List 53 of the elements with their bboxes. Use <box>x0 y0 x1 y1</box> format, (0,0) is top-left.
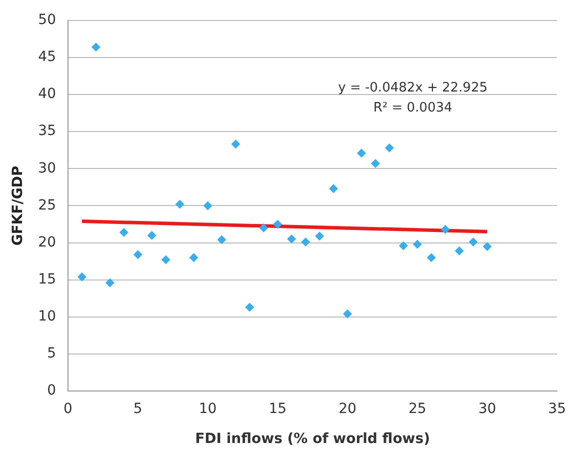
point <box>315 232 324 241</box>
y-tick-label: 15 <box>38 271 56 288</box>
point <box>91 42 100 52</box>
point <box>259 223 268 232</box>
y-tick-label: 25 <box>38 197 56 214</box>
y-tick-label: 40 <box>38 86 56 102</box>
point <box>273 220 282 229</box>
point <box>105 278 114 288</box>
x-tick-label: 30 <box>478 401 496 418</box>
point <box>287 234 296 244</box>
annotation: R² = 0.0034 <box>373 100 452 116</box>
point <box>440 224 450 234</box>
y-tick-label: 50 <box>38 12 56 28</box>
x-tick-label: 35 <box>548 401 566 418</box>
point <box>245 302 254 312</box>
point <box>147 230 156 240</box>
x-tick-label: 0 <box>64 401 72 418</box>
point <box>482 242 492 251</box>
point <box>301 238 310 247</box>
y-tick-label: 0 <box>47 382 56 399</box>
point <box>370 158 380 168</box>
x-tick-label: 20 <box>338 401 356 418</box>
x-tick-label: 25 <box>408 401 426 418</box>
point <box>329 184 338 194</box>
y-tick-label: 30 <box>38 160 56 176</box>
point <box>77 272 86 282</box>
point <box>454 246 464 256</box>
point <box>175 200 184 209</box>
y-tick-label: 35 <box>38 123 56 140</box>
point <box>231 140 240 149</box>
y-tick-label: 20 <box>38 234 56 250</box>
point <box>133 250 142 260</box>
point <box>203 201 212 210</box>
x-tick-label: 5 <box>133 401 142 418</box>
x-tick-label: 10 <box>198 401 217 418</box>
point <box>426 253 436 262</box>
point <box>412 240 422 249</box>
x-axis-title: FDI inflows (% of world flows) <box>195 431 430 448</box>
point <box>398 241 408 250</box>
point <box>217 235 226 244</box>
y-tick-label: 10 <box>38 308 56 325</box>
y-tick-label: 45 <box>38 49 56 66</box>
y-axis-title: GFKF/GDP <box>10 166 26 246</box>
point <box>189 253 198 262</box>
annotation: y = -0.0482x + 22.925 <box>338 80 488 96</box>
point <box>356 148 366 158</box>
point <box>161 255 170 264</box>
point <box>119 228 128 237</box>
y-tick-label: 5 <box>47 346 56 362</box>
point <box>342 309 352 318</box>
point <box>384 143 394 152</box>
x-tick-label: 15 <box>268 401 287 418</box>
point <box>468 238 478 247</box>
